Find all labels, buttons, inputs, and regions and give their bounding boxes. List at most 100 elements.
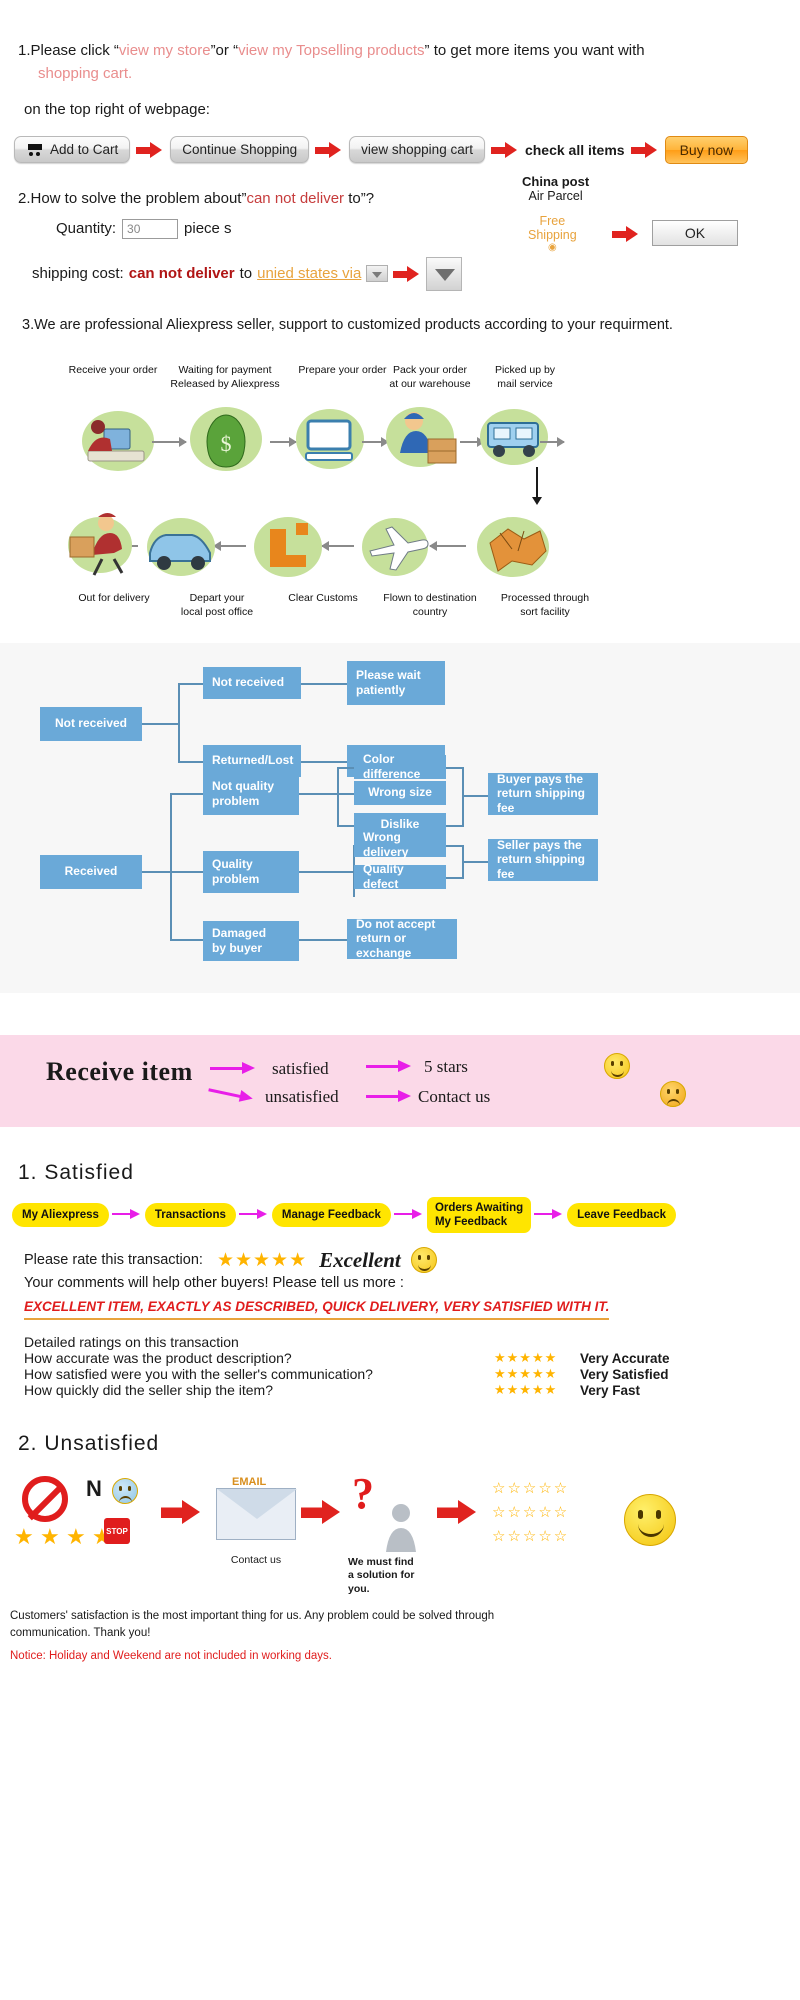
- flow-line: [462, 860, 488, 863]
- unsatisfied-diagram: ★ ★ ★ ★ N STOP EMAIL Contact us ? We mus…: [0, 1462, 800, 1602]
- section-1-line-1: 1.Please click “view my store”or “view m…: [18, 40, 782, 63]
- process-arrow: [213, 540, 246, 551]
- quantity-label: Quantity:: [56, 220, 117, 237]
- footer-line-1: Customers' satisfaction is the most impo…: [10, 1610, 495, 1623]
- smiley-worried-icon: [112, 1478, 138, 1505]
- process-label-waiting-payment: Waiting for payment Released by Aliexpre…: [170, 363, 280, 390]
- returns-flowchart: Not received Not received Returned/Lost …: [0, 642, 800, 993]
- flow-line: [299, 938, 347, 941]
- free-shipping-badge: Free Shipping ◉: [528, 214, 577, 254]
- empty-star-row: ☆☆☆☆☆: [492, 1528, 570, 1546]
- satisfied-heading: 1. Satisfied: [18, 1160, 134, 1184]
- flow-line: [446, 844, 464, 847]
- contact-us-label: Contact us: [418, 1086, 491, 1106]
- check-all-items-label: check all items: [524, 141, 625, 158]
- continue-shopping-button[interactable]: Continue Shopping: [170, 136, 310, 163]
- detailed-stars: ★★★★★: [494, 1350, 558, 1366]
- detailed-value: Very Accurate: [580, 1350, 670, 1366]
- stop-sign-icon: STOP: [104, 1518, 130, 1545]
- shipping-method-dropdown[interactable]: [426, 256, 463, 291]
- shipping-cannot-deliver: can not deliver: [128, 265, 235, 282]
- arrow-right-icon: [393, 1208, 424, 1221]
- ok-button[interactable]: OK: [652, 219, 738, 246]
- rating-word: Excellent: [319, 1247, 401, 1272]
- arrow-right-icon: [161, 1500, 203, 1525]
- email-icon: [216, 1488, 297, 1541]
- process-arrow: [429, 540, 466, 551]
- process-icon-sort-facility: [470, 509, 556, 590]
- process-label-flown-destination: Flown to destination country: [383, 591, 477, 618]
- process-arrow: [321, 540, 354, 551]
- flow-line: [446, 824, 464, 827]
- process-icon-delivery-man: [62, 507, 138, 588]
- quantity-row: Quantity: piece s: [18, 218, 782, 239]
- s2-text-a: 2.How to solve the problem about”: [18, 189, 247, 207]
- flow-wrong-delivery: Wrong delivery: [354, 830, 446, 859]
- buy-now-button[interactable]: Buy now: [664, 135, 749, 164]
- detailed-value: Very Satisfied: [580, 1366, 669, 1382]
- arrow-right-icon: [207, 1082, 255, 1107]
- country-select-value[interactable]: unied states via: [257, 265, 362, 282]
- unsatisfied-label: unsatisfied: [265, 1086, 339, 1106]
- receive-item-band: Receive item satisfied unsatisfied 5 sta…: [0, 1034, 800, 1127]
- flow-line: [178, 682, 180, 763]
- link-topselling-products[interactable]: view my Topselling products: [238, 42, 425, 59]
- detailed-stars: ★★★★★: [494, 1366, 558, 1382]
- add-to-cart-button[interactable]: Add to Cart: [14, 136, 131, 163]
- flow-line: [446, 766, 464, 769]
- s1-text-c: ” to get more items you want with: [424, 42, 645, 59]
- arrow-right-icon: [136, 141, 164, 158]
- step-leave-feedback[interactable]: Leave Feedback: [567, 1202, 676, 1228]
- flow-line: [446, 876, 464, 879]
- flow-not-received-root: Not received: [40, 706, 142, 741]
- no-entry-icon: [22, 1476, 68, 1523]
- smiley-happy-icon: [604, 1052, 630, 1079]
- solution-caption: We must find a solution for you.: [348, 1556, 415, 1595]
- detailed-ratings-heading: Detailed ratings on this transaction: [24, 1334, 239, 1351]
- empty-star-row: ☆☆☆☆☆: [492, 1504, 570, 1522]
- detailed-value: Very Fast: [580, 1382, 641, 1398]
- process-icon-computer: [292, 403, 368, 480]
- rating-stars[interactable]: ★★★★★: [216, 1249, 308, 1271]
- section-2-heading: 2.How to solve the problem about”can not…: [18, 190, 782, 207]
- flow-line: [170, 792, 172, 941]
- quantity-input[interactable]: [122, 218, 179, 239]
- s1-text-a: 1.Please click “: [18, 42, 119, 59]
- step-orders-awaiting[interactable]: Orders Awaiting My Feedback: [426, 1196, 532, 1234]
- s2-cannot-deliver: can not deliver: [246, 189, 345, 207]
- flow-returned-lost: Returned/Lost: [203, 744, 301, 777]
- free-shipping-dot-icon: ◉: [547, 242, 557, 254]
- flow-line: [337, 824, 355, 827]
- process-label-receive-order: Receive your order: [68, 363, 158, 376]
- email-label: EMAIL: [232, 1476, 267, 1489]
- process-label-pack-order: Pack your order at our warehouse: [389, 363, 471, 390]
- flow-not-received-child: Not received: [203, 666, 301, 699]
- star-icon: ★: [14, 1524, 34, 1550]
- flow-line: [462, 766, 464, 827]
- rate-transaction-label: Please rate this transaction:: [24, 1252, 203, 1269]
- step-manage-feedback[interactable]: Manage Feedback: [271, 1202, 391, 1228]
- arrow-right-icon: [366, 1089, 412, 1105]
- satisfied-label: satisfied: [272, 1058, 329, 1078]
- smiley-large-icon: [624, 1494, 676, 1547]
- flow-seller-pays: Seller pays the return shipping fee: [488, 838, 598, 881]
- section-2: 2.How to solve the problem about”can not…: [0, 164, 800, 291]
- svg-text:$: $: [221, 431, 232, 456]
- arrow-right-icon: [534, 1208, 564, 1221]
- free-shipping-line2: Shipping: [528, 227, 577, 242]
- flow-line: [299, 792, 339, 795]
- process-arrow: [152, 436, 187, 447]
- process-arrow: [270, 436, 297, 447]
- chevron-down-icon[interactable]: [366, 265, 389, 282]
- five-stars-label: 5 stars: [424, 1056, 468, 1076]
- step-my-aliexpress[interactable]: My Aliexpress: [12, 1202, 109, 1228]
- s2-text-b: to”?: [344, 189, 375, 207]
- section-1-line-3: on the top right of webpage:: [24, 101, 210, 118]
- flow-do-not-accept: Do not accept return or exchange: [347, 917, 457, 960]
- link-view-my-store[interactable]: view my store: [118, 42, 211, 59]
- process-arrow-down: [532, 466, 542, 505]
- flow-line: [142, 870, 172, 873]
- flow-line: [337, 766, 339, 827]
- step-transactions[interactable]: Transactions: [144, 1202, 236, 1228]
- view-cart-button[interactable]: view shopping cart: [349, 136, 485, 163]
